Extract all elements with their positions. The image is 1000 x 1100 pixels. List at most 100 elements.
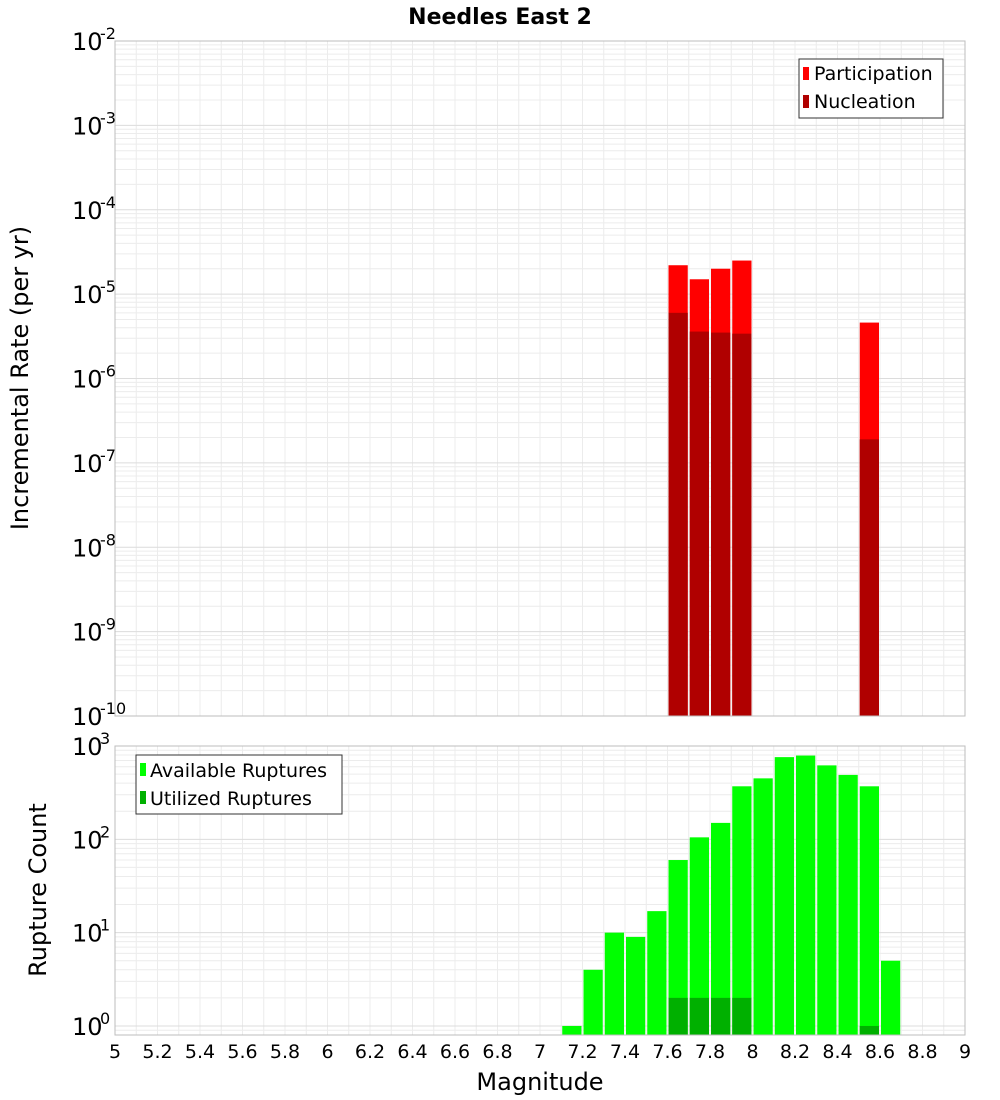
- bottom-bars: [562, 755, 901, 1035]
- bar-available-7.65: [668, 860, 688, 1035]
- bar-nucleation-7.65: [668, 312, 688, 716]
- top-plot-frame: [114, 40, 966, 717]
- x-tick-label: 6.2: [355, 1041, 385, 1063]
- x-tick-label: 5.8: [270, 1041, 300, 1063]
- bar-available-7.25: [583, 969, 603, 1035]
- bar-utilized-7.75: [689, 997, 709, 1035]
- x-tick-label: 7: [534, 1041, 546, 1063]
- x-tick-label: 9: [959, 1041, 971, 1063]
- legend-label-utilized: Utilized Ruptures: [150, 788, 312, 810]
- y-tick-exponent: 0: [100, 1009, 110, 1028]
- x-tick-labels: 5 5.2 5.4 5.6 5.8 6 6.2 6.4 6.6 6.8 7 7.2 7.4 7.6 7.8 8…: [109, 1041, 971, 1063]
- x-tick-label: 8.4: [822, 1041, 852, 1063]
- y-tick-label: 10: [72, 28, 103, 56]
- y-tick-label: 10: [72, 826, 103, 854]
- x-tick-label: 5: [109, 1041, 121, 1063]
- top-legend-box: [798, 58, 944, 119]
- top-bars: [668, 260, 879, 716]
- bottom-plot-frame: [114, 745, 966, 1036]
- y-tick-exponent: 2: [100, 822, 110, 841]
- x-tick-label: 7.8: [695, 1041, 725, 1063]
- y-tick-exponent: -2: [100, 24, 116, 43]
- bottom-legend: Available Ruptures Utilized Ruptures: [135, 754, 343, 815]
- y-tick-exponent: -4: [100, 193, 116, 212]
- bar-available-8.25: [796, 755, 816, 1035]
- bottom-legend-box: [135, 754, 343, 815]
- y-tick-label: 10: [72, 197, 103, 225]
- y-tick-exponent: 3: [100, 729, 110, 748]
- y-tick-exponent: -5: [100, 277, 116, 296]
- bar-available-8.35: [817, 765, 837, 1035]
- bar-nucleation-7.95: [732, 333, 752, 716]
- top-y-tick-labels: 10-210-310-410-510-610-710-810-910-10: [72, 24, 126, 731]
- top-legend: Participation Nucleation: [798, 58, 944, 119]
- x-tick-label: 8.8: [907, 1041, 937, 1063]
- bar-available-7.35: [604, 932, 624, 1035]
- x-tick-label: 7.2: [567, 1041, 597, 1063]
- bar-available-7.15: [562, 1025, 582, 1035]
- bar-available-8.55: [859, 786, 879, 1035]
- x-tick-label: 5.2: [142, 1041, 172, 1063]
- y-tick-label: 10: [72, 703, 103, 731]
- x-tick-label: 8.6: [865, 1041, 895, 1063]
- bar-utilized-7.85: [711, 997, 731, 1035]
- top-y-axis-label: Incremental Rate (per yr): [6, 226, 34, 530]
- bar-nucleation-7.85: [711, 332, 731, 716]
- legend-swatch-participation: [803, 67, 809, 80]
- y-tick-label: 10: [72, 534, 103, 562]
- bar-available-8.15: [774, 757, 794, 1035]
- x-tick-label: 6: [321, 1041, 333, 1063]
- bar-nucleation-8.55: [859, 439, 879, 716]
- y-tick-label: 10: [72, 450, 103, 478]
- y-tick-exponent: -8: [100, 530, 116, 549]
- bar-utilized-8.55: [859, 1025, 879, 1035]
- y-tick-label: 10: [72, 112, 103, 140]
- legend-swatch-utilized: [140, 791, 146, 804]
- x-tick-label: 8: [746, 1041, 758, 1063]
- x-tick-label: 6.4: [397, 1041, 427, 1063]
- bar-available-7.45: [626, 936, 646, 1035]
- top-plot-panel: 10-210-310-410-510-610-710-810-910-10 In…: [6, 24, 966, 731]
- bar-available-7.85: [711, 822, 731, 1035]
- x-tick-label: 6.8: [482, 1041, 512, 1063]
- legend-label-nucleation: Nucleation: [814, 91, 916, 113]
- legend-label-participation: Participation: [814, 63, 933, 85]
- y-tick-label: 10: [72, 619, 103, 647]
- y-tick-label: 10: [72, 281, 103, 309]
- bottom-y-axis-label: Rupture Count: [24, 803, 52, 977]
- bar-utilized-7.65: [668, 997, 688, 1035]
- top-gridlines: [114, 40, 966, 717]
- legend-swatch-nucleation: [803, 95, 809, 108]
- bar-available-7.95: [732, 786, 752, 1035]
- x-tick-label: 7.6: [652, 1041, 682, 1063]
- x-tick-label: 7.4: [610, 1041, 640, 1063]
- y-tick-exponent: -7: [100, 446, 116, 465]
- bar-available-8.65: [881, 960, 901, 1035]
- y-tick-label: 10: [72, 733, 103, 761]
- x-tick-label: 5.4: [185, 1041, 215, 1063]
- bar-available-8.05: [753, 778, 773, 1035]
- bar-nucleation-7.75: [689, 331, 709, 716]
- bar-available-7.55: [647, 911, 667, 1035]
- y-tick-exponent: -6: [100, 362, 116, 381]
- bar-utilized-7.95: [732, 997, 752, 1035]
- y-tick-exponent: -3: [100, 108, 116, 127]
- x-tick-label: 6.6: [440, 1041, 470, 1063]
- bar-available-8.45: [838, 774, 858, 1035]
- legend-swatch-available: [140, 763, 146, 776]
- y-tick-exponent: -10: [100, 699, 126, 718]
- y-tick-exponent: -9: [100, 615, 116, 634]
- y-tick-label: 10: [72, 366, 103, 394]
- x-tick-label: 5.6: [227, 1041, 257, 1063]
- y-tick-label: 10: [72, 1013, 103, 1041]
- x-tick-label: 8.2: [780, 1041, 810, 1063]
- legend-label-available: Available Ruptures: [150, 760, 327, 782]
- bar-available-7.75: [689, 837, 709, 1035]
- y-tick-exponent: 1: [100, 916, 110, 935]
- x-axis-label: Magnitude: [476, 1068, 603, 1096]
- chart-title: Needles East 2: [408, 5, 592, 30]
- y-tick-label: 10: [72, 920, 103, 948]
